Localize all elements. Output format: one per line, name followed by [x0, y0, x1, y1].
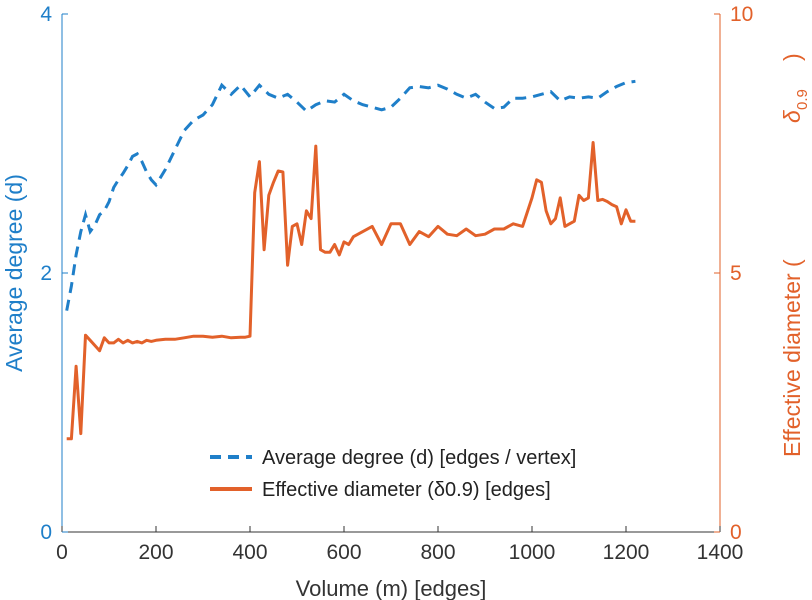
left-y-tick-label: 0 [40, 521, 52, 544]
legend: Average degree (d) [edges / vertex] Effe… [210, 447, 576, 501]
legend-label-effective-diameter: Effective diameter (δ0.9) [edges] [262, 479, 551, 501]
x-tick-label: 0 [56, 541, 68, 564]
left-y-tick-label: 4 [40, 3, 52, 26]
right-y-tick-label: 0 [730, 521, 742, 544]
x-axis-label: Volume (m) [edges] [296, 576, 487, 600]
x-tick-label: 1200 [603, 541, 650, 564]
effective-diameter-series-line [66, 141, 636, 441]
right-y-axis-label-suffix: ) [779, 53, 805, 61]
series [65, 79, 636, 441]
x-tick-label: 1400 [697, 541, 744, 564]
left-y-tick-label: 2 [40, 262, 52, 285]
right-y-tick-label: 10 [730, 3, 753, 26]
x-tick-label: 400 [232, 541, 267, 564]
x-tick-label: 600 [326, 541, 361, 564]
x-tick-label: 800 [420, 541, 455, 564]
x-tick-label: 200 [138, 541, 173, 564]
left-y-axis-label: Average degree (d) [1, 174, 27, 372]
legend-label-average-degree: Average degree (d) [edges / vertex] [262, 447, 576, 469]
right-y-tick-label: 5 [730, 262, 742, 285]
average-degree-series-line [65, 79, 636, 311]
x-tick-label: 1000 [509, 541, 556, 564]
right-y-axis-label: Effective diameter ( δ 0.9 ) [779, 53, 811, 457]
right-y-axis-label-subscript: 0.9 [794, 89, 811, 110]
right-y-axis-label-prefix: Effective diameter ( [779, 259, 805, 457]
right-y-axis-label-symbol: δ [779, 110, 805, 123]
